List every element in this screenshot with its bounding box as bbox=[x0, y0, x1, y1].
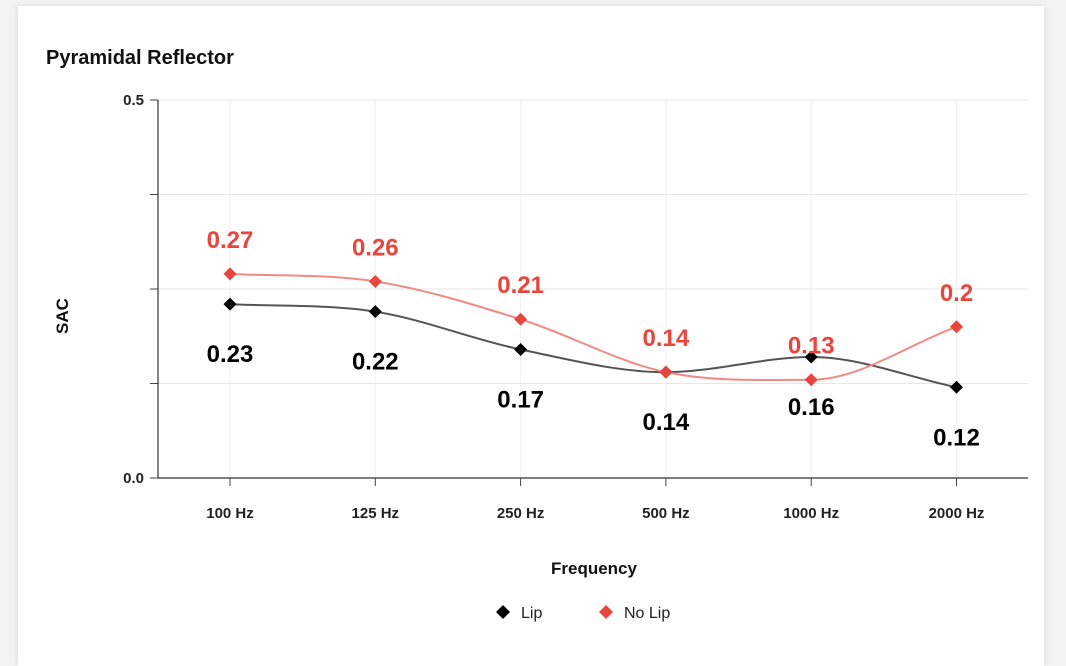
data-label-no-lip: 0.14 bbox=[643, 325, 690, 352]
x-axis-title: Frequency bbox=[551, 559, 638, 578]
legend-label-lip: Lip bbox=[521, 605, 542, 622]
data-label-lip: 0.12 bbox=[933, 424, 980, 451]
data-point-lip bbox=[514, 342, 528, 356]
data-point-no-lip bbox=[223, 267, 237, 281]
line-chart: Pyramidal Reflector 0.0 0.5 100 Hz 125 Hz 25… bbox=[46, 47, 1028, 622]
legend: Lip No Lip bbox=[496, 605, 670, 622]
data-point-no-lip bbox=[368, 274, 382, 288]
series-no-lip bbox=[223, 267, 963, 387]
series-line-no-lip bbox=[229, 272, 957, 381]
series-layer bbox=[223, 267, 963, 394]
data-label-no-lip: 0.27 bbox=[207, 227, 254, 254]
chart-title: Pyramidal Reflector bbox=[46, 47, 234, 69]
legend-label-no-lip: No Lip bbox=[624, 605, 670, 622]
data-label-no-lip: 0.21 bbox=[497, 272, 544, 299]
data-label-lip: 0.14 bbox=[643, 409, 690, 436]
data-label-lip: 0.16 bbox=[788, 394, 835, 421]
data-point-lip bbox=[950, 380, 963, 394]
grid-lines bbox=[158, 99, 1028, 478]
data-label-no-lip: 0.26 bbox=[352, 234, 399, 261]
chart-card: Pyramidal Reflector 0.0 0.5 100 Hz 125 Hz 25… bbox=[18, 6, 1044, 666]
data-point-lip bbox=[368, 305, 382, 319]
legend-item-no-lip: No Lip bbox=[599, 605, 670, 622]
legend-item-lip: Lip bbox=[496, 605, 542, 622]
data-point-no-lip bbox=[804, 373, 818, 387]
data-point-no-lip bbox=[659, 365, 673, 379]
data-label-no-lip: 0.13 bbox=[788, 333, 835, 360]
x-tick-label: 500 Hz bbox=[642, 505, 690, 522]
y-tick-label: 0.5 bbox=[123, 92, 144, 109]
y-tick-label: 0.0 bbox=[123, 470, 144, 487]
series-lip bbox=[223, 297, 963, 394]
axes: 0.0 0.5 100 Hz 125 Hz 250 Hz 500 Hz 1000 Hz 200… bbox=[123, 92, 1028, 522]
data-label-lip: 0.17 bbox=[497, 386, 544, 413]
legend-marker-no-lip bbox=[599, 605, 613, 619]
y-axis-title: SAC bbox=[53, 298, 72, 334]
data-point-lip bbox=[223, 297, 237, 311]
data-labels: 0.23 0.22 0.17 0.14 0.16 0.12 0.27 0.26 0.21 0.14… bbox=[207, 227, 980, 451]
data-point-lip bbox=[804, 350, 818, 364]
series-line-lip bbox=[229, 303, 957, 389]
data-point-no-lip bbox=[950, 320, 963, 334]
x-tick-label: 100 Hz bbox=[206, 505, 254, 522]
x-tick-label: 2000 Hz bbox=[929, 505, 985, 522]
legend-marker-lip bbox=[496, 605, 510, 619]
data-label-no-lip: 0.2 bbox=[940, 280, 973, 307]
data-point-no-lip bbox=[514, 312, 528, 326]
x-tick-label: 1000 Hz bbox=[783, 505, 839, 522]
x-tick-label: 125 Hz bbox=[352, 505, 400, 522]
data-label-lip: 0.22 bbox=[352, 349, 399, 376]
x-tick-label: 250 Hz bbox=[497, 505, 545, 522]
data-label-lip: 0.23 bbox=[207, 341, 254, 368]
